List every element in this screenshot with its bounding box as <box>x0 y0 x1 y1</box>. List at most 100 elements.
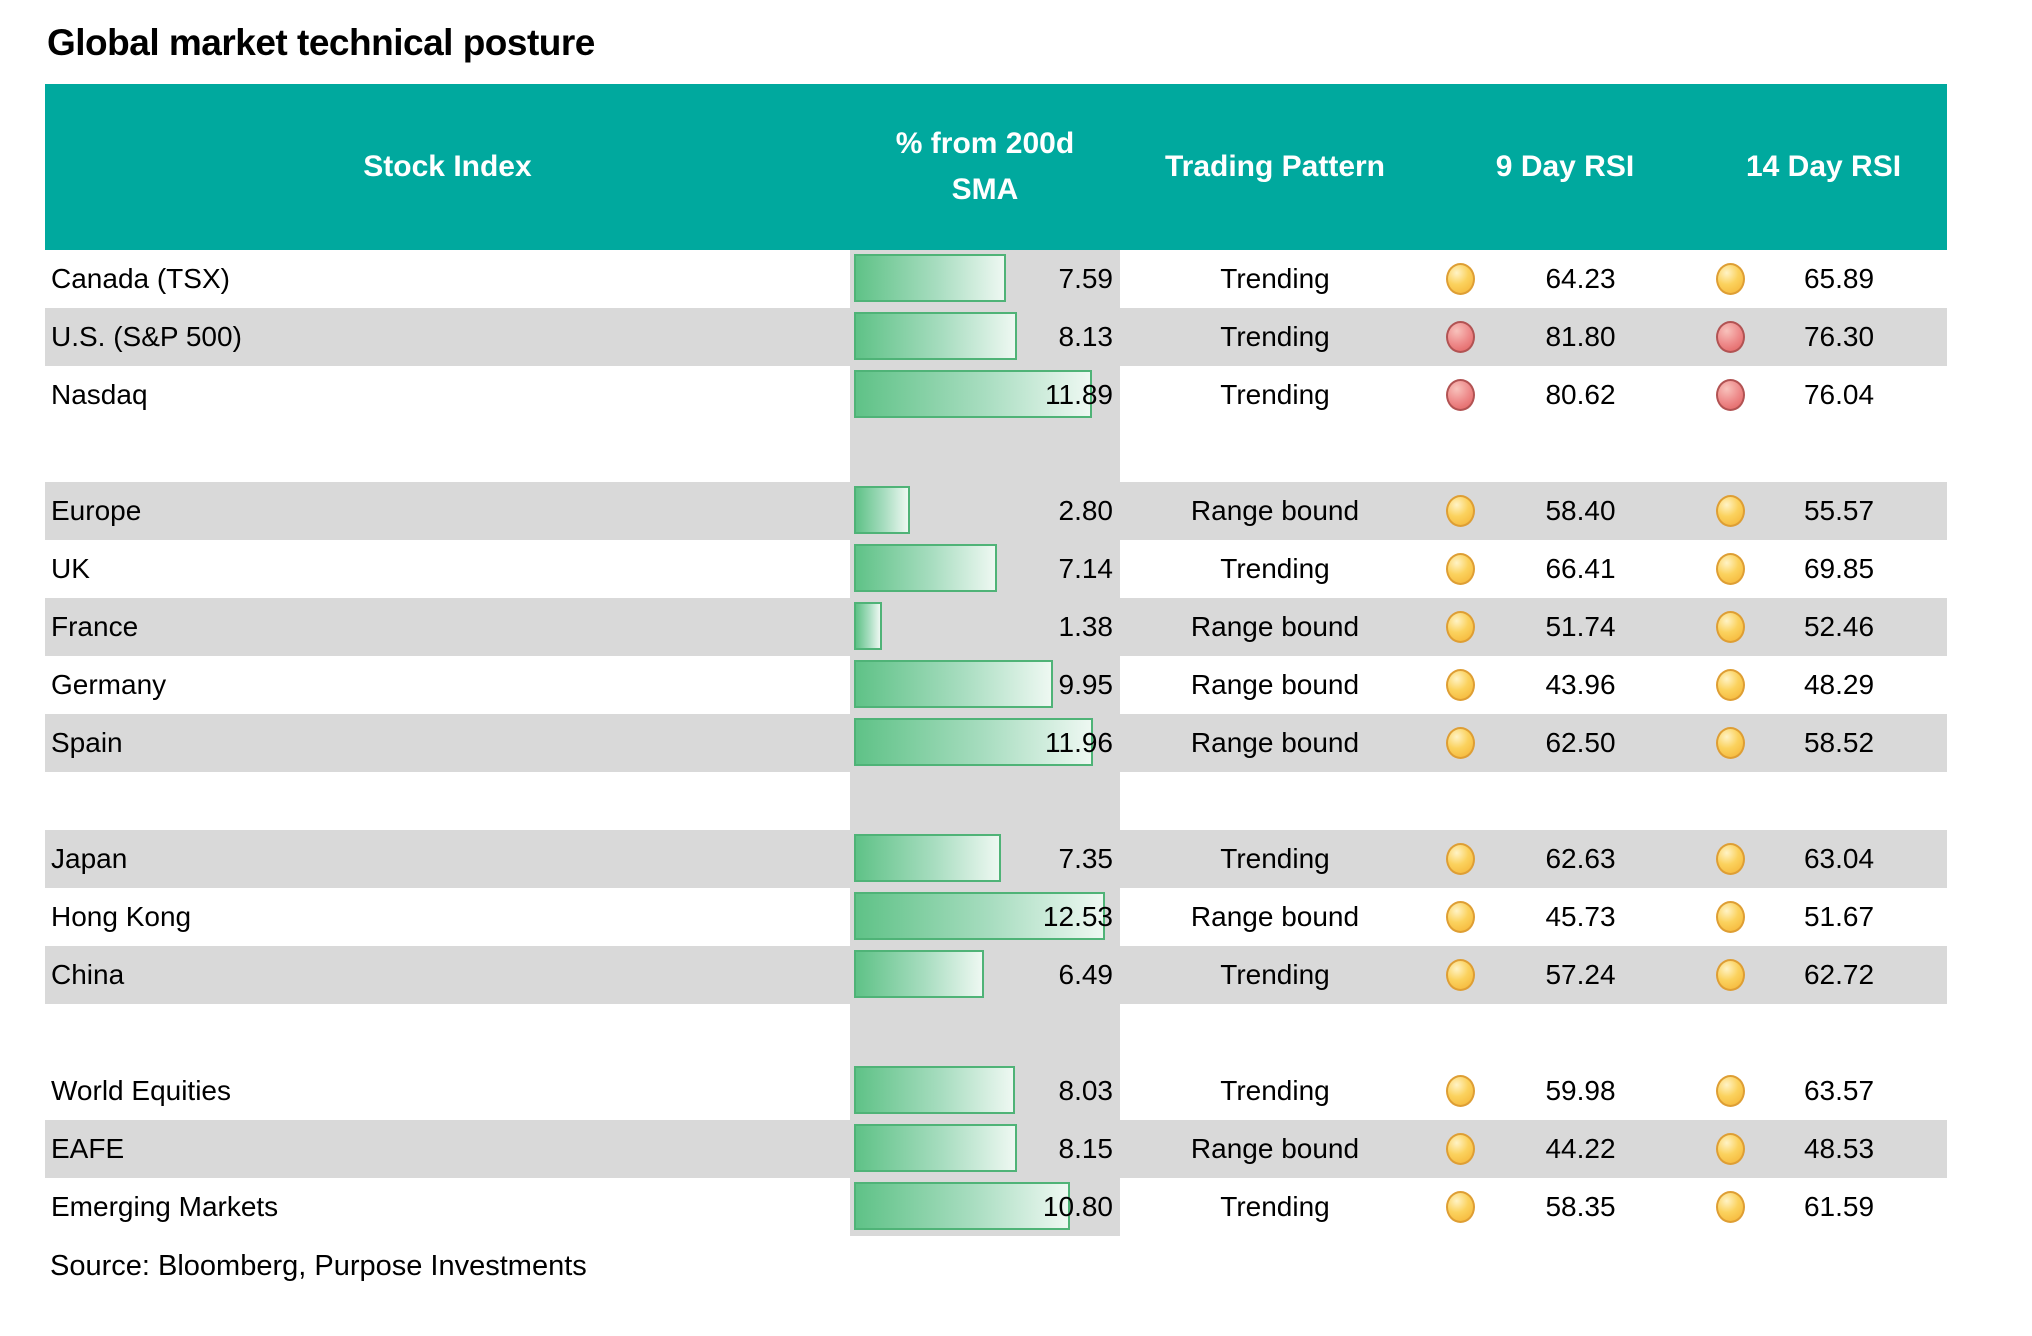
rsi14-value-cell: 52.46 <box>1700 598 1947 656</box>
rsi14-status-dot-icon <box>1716 959 1745 991</box>
sma-bar-cell: 6.49 <box>850 946 1120 1004</box>
rsi9-value-cell: 58.35 <box>1430 1178 1700 1236</box>
rsi9-status-dot-icon <box>1446 321 1475 353</box>
sma-data-bar <box>854 950 984 998</box>
table-row: EAFE 8.15 Range bound 44.22 48.53 <box>45 1120 1947 1178</box>
sma-bar-cell: 11.89 <box>850 366 1120 424</box>
rsi9-status-dot-icon <box>1446 843 1475 875</box>
rsi14-value: 58.52 <box>1803 727 1875 758</box>
sma-value: 8.03 <box>1058 1075 1114 1106</box>
trading-pattern-value: Trending <box>1220 843 1330 874</box>
table-row: Nasdaq 11.89 Trending 80.62 76.04 <box>45 366 1947 424</box>
table-row: UK 7.14 Trending 66.41 69.85 <box>45 540 1947 598</box>
rsi14-value: 48.29 <box>1803 669 1875 700</box>
rsi14-value: 52.46 <box>1803 611 1875 642</box>
sma-value: 11.96 <box>1045 727 1113 758</box>
sma-data-bar <box>854 718 1094 766</box>
rsi14-value-cell: 63.57 <box>1700 1062 1947 1120</box>
rsi9-value: 57.24 <box>1545 959 1616 990</box>
rsi9-value-cell: 44.22 <box>1430 1120 1700 1178</box>
rsi9-value-cell: 51.74 <box>1430 598 1700 656</box>
stock-index-label: France <box>51 611 139 642</box>
rsi14-value: 63.57 <box>1803 1075 1875 1106</box>
trading-pattern-value: Range bound <box>1190 495 1360 526</box>
stock-index-label: UK <box>51 553 90 584</box>
sma-data-bar <box>854 892 1105 940</box>
sma-bar-cell: 9.95 <box>850 656 1120 714</box>
sma-value: 6.49 <box>1058 959 1114 990</box>
column-header-sma: % from 200d SMA <box>895 126 1075 207</box>
rsi9-value-cell: 66.41 <box>1430 540 1700 598</box>
stock-index-label: Nasdaq <box>51 379 148 410</box>
rsi14-value-cell: 51.67 <box>1700 888 1947 946</box>
rsi14-status-dot-icon <box>1716 727 1745 759</box>
rsi14-value-cell: 61.59 <box>1700 1178 1947 1236</box>
rsi14-status-dot-icon <box>1716 1191 1745 1223</box>
rsi9-status-dot-icon <box>1446 379 1475 411</box>
trading-pattern-value: Range bound <box>1190 611 1360 642</box>
stock-index-label: World Equities <box>51 1075 232 1106</box>
rsi14-status-dot-icon <box>1716 553 1745 585</box>
rsi9-value: 43.96 <box>1545 669 1616 700</box>
table-row: China 6.49 Trending 57.24 62.72 <box>45 946 1947 1004</box>
rsi14-value-cell: 48.53 <box>1700 1120 1947 1178</box>
table-row: Emerging Markets 10.80 Trending 58.35 61.59 <box>45 1178 1947 1236</box>
rsi9-value: 62.63 <box>1545 843 1616 874</box>
table-row: Hong Kong 12.53 Range bound 45.73 51.67 <box>45 888 1947 946</box>
sma-value: 2.80 <box>1058 495 1114 526</box>
rsi9-status-dot-icon <box>1446 495 1475 527</box>
sma-data-bar <box>854 1182 1070 1230</box>
rsi9-value: 62.50 <box>1545 727 1616 758</box>
rsi14-value: 55.57 <box>1803 495 1875 526</box>
rsi9-value: 66.41 <box>1545 553 1616 584</box>
rsi9-status-dot-icon <box>1446 669 1475 701</box>
trading-pattern-value: Trending <box>1220 553 1330 584</box>
sma-data-bar <box>854 660 1053 708</box>
rsi14-value: 61.59 <box>1803 1191 1875 1222</box>
rsi14-value: 69.85 <box>1803 553 1875 584</box>
column-header-trading-pattern: Trading Pattern <box>1164 149 1386 183</box>
rsi14-value-cell: 48.29 <box>1700 656 1947 714</box>
rsi14-status-dot-icon <box>1716 1133 1745 1165</box>
rsi14-value-cell: 55.57 <box>1700 482 1947 540</box>
trading-pattern-value: Trending <box>1220 959 1330 990</box>
rsi9-value: 45.73 <box>1545 901 1616 932</box>
spacer-row <box>45 1004 1947 1062</box>
rsi14-value-cell: 69.85 <box>1700 540 1947 598</box>
page-title: Global market technical posture <box>47 22 595 63</box>
trading-pattern-value: Trending <box>1220 379 1330 410</box>
spacer-bar-cell <box>850 1004 1120 1062</box>
sma-bar-cell: 1.38 <box>850 598 1120 656</box>
table-row: U.S. (S&P 500) 8.13 Trending 81.80 76.30 <box>45 308 1947 366</box>
sma-value: 7.35 <box>1058 843 1114 874</box>
sma-value: 9.95 <box>1058 669 1114 700</box>
trading-pattern-value: Trending <box>1220 263 1330 294</box>
rsi14-value-cell: 58.52 <box>1700 714 1947 772</box>
rsi14-value: 62.72 <box>1803 959 1875 990</box>
stock-index-label: Europe <box>51 495 142 526</box>
table-row: Germany 9.95 Range bound 43.96 48.29 <box>45 656 1947 714</box>
trading-pattern-value: Trending <box>1220 321 1330 352</box>
sma-data-bar <box>854 544 997 592</box>
spacer-bar-cell <box>850 772 1120 830</box>
rsi14-status-dot-icon <box>1716 263 1745 295</box>
rsi14-status-dot-icon <box>1716 611 1745 643</box>
rsi9-status-dot-icon <box>1446 611 1475 643</box>
sma-data-bar <box>854 312 1017 360</box>
table-body: Canada (TSX) 7.59 Trending 64.23 65.89 U.S. (… <box>45 250 1947 1236</box>
rsi9-value: 44.22 <box>1545 1133 1616 1164</box>
rsi14-value: 76.04 <box>1803 379 1875 410</box>
rsi9-value: 64.23 <box>1545 263 1616 294</box>
sma-data-bar <box>854 834 1001 882</box>
spacer-cell <box>45 1004 850 1062</box>
stock-index-label: Hong Kong <box>51 901 192 932</box>
sma-value: 12.53 <box>1042 901 1113 932</box>
rsi9-value-cell: 57.24 <box>1430 946 1700 1004</box>
column-header-14day-rsi: 14 Day RSI <box>1745 149 1902 183</box>
sma-bar-cell: 11.96 <box>850 714 1120 772</box>
column-header-9day-rsi: 9 Day RSI <box>1495 149 1635 183</box>
column-header-stock-index: Stock Index <box>363 149 532 183</box>
sma-bar-cell: 8.15 <box>850 1120 1120 1178</box>
rsi9-status-dot-icon <box>1446 263 1475 295</box>
rsi9-value-cell: 81.80 <box>1430 308 1700 366</box>
